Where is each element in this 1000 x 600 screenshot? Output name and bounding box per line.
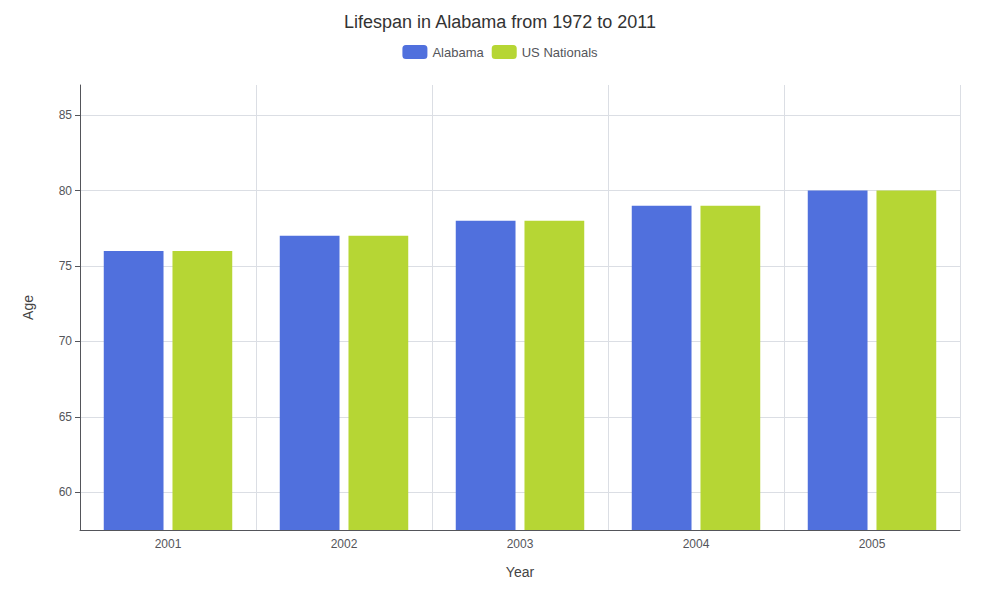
svg-text:2004: 2004 — [683, 537, 710, 551]
svg-text:2005: 2005 — [859, 537, 886, 551]
svg-text:Lifespan in Alabama from 1972: Lifespan in Alabama from 1972 to 2011 — [344, 12, 656, 32]
svg-text:60: 60 — [59, 485, 73, 499]
svg-text:80: 80 — [59, 184, 73, 198]
svg-text:2001: 2001 — [155, 537, 182, 551]
svg-text:70: 70 — [59, 334, 73, 348]
svg-text:65: 65 — [59, 410, 73, 424]
svg-text:Alabama: Alabama — [432, 45, 484, 60]
svg-text:85: 85 — [59, 108, 73, 122]
svg-text:75: 75 — [59, 259, 73, 273]
svg-text:US Nationals: US Nationals — [522, 45, 598, 60]
svg-text:Year: Year — [506, 564, 535, 580]
svg-text:Age: Age — [20, 295, 36, 320]
svg-text:2002: 2002 — [331, 537, 358, 551]
svg-text:2003: 2003 — [507, 537, 534, 551]
